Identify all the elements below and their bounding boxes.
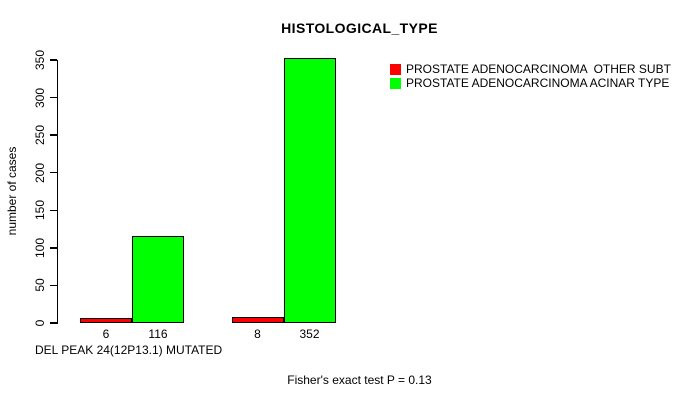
y-tick [50, 209, 57, 212]
y-tick [50, 322, 57, 324]
y-tick-label: 250 [33, 125, 47, 146]
bar-series1-group2 [231, 316, 284, 323]
bar-series2-group2 [283, 58, 336, 323]
bar-count-label: 352 [299, 327, 320, 341]
y-tick-label: 100 [33, 237, 47, 258]
legend-item: PROSTATE ADENOCARCINOMA OTHER SUBT [390, 62, 671, 76]
bar-series1-group1 [80, 318, 132, 323]
bar-series2-group1 [132, 235, 184, 323]
y-tick-label: 300 [33, 87, 47, 108]
y-tick [50, 134, 57, 136]
y-tick-label: 200 [33, 162, 47, 183]
y-tick-label: 0 [33, 319, 47, 327]
y-tick-label: 350 [33, 49, 47, 71]
bar-count-label: 6 [102, 327, 110, 341]
legend-swatch [390, 63, 401, 75]
chart-title: HISTOLOGICAL_TYPE [281, 20, 438, 36]
y-tick-label: 50 [33, 278, 47, 293]
y-tick [50, 284, 57, 287]
legend-label: PROSTATE ADENOCARCINOMA ACINAR TYPE [406, 76, 670, 90]
y-tick [50, 171, 57, 174]
legend-swatch [390, 77, 401, 89]
y-tick-label: 150 [33, 200, 47, 221]
y-tick [50, 96, 57, 99]
legend-label: PROSTATE ADENOCARCINOMA OTHER SUBT [406, 62, 671, 76]
legend-item: PROSTATE ADENOCARCINOMA ACINAR TYPE [390, 76, 671, 90]
x-axis-label: DEL PEAK 24(12P13.1) MUTATED [35, 343, 223, 357]
bar-count-label: 116 [148, 327, 168, 341]
bar-count-label: 8 [254, 327, 261, 341]
y-axis-label: number of cases [5, 146, 19, 236]
stat-test-footer: Fisher's exact test P = 0.13 [287, 373, 432, 387]
legend: PROSTATE ADENOCARCINOMA OTHER SUBT PROSTA… [390, 62, 671, 90]
y-tick [50, 59, 57, 61]
y-tick [50, 247, 57, 249]
y-axis-line [56, 60, 58, 324]
